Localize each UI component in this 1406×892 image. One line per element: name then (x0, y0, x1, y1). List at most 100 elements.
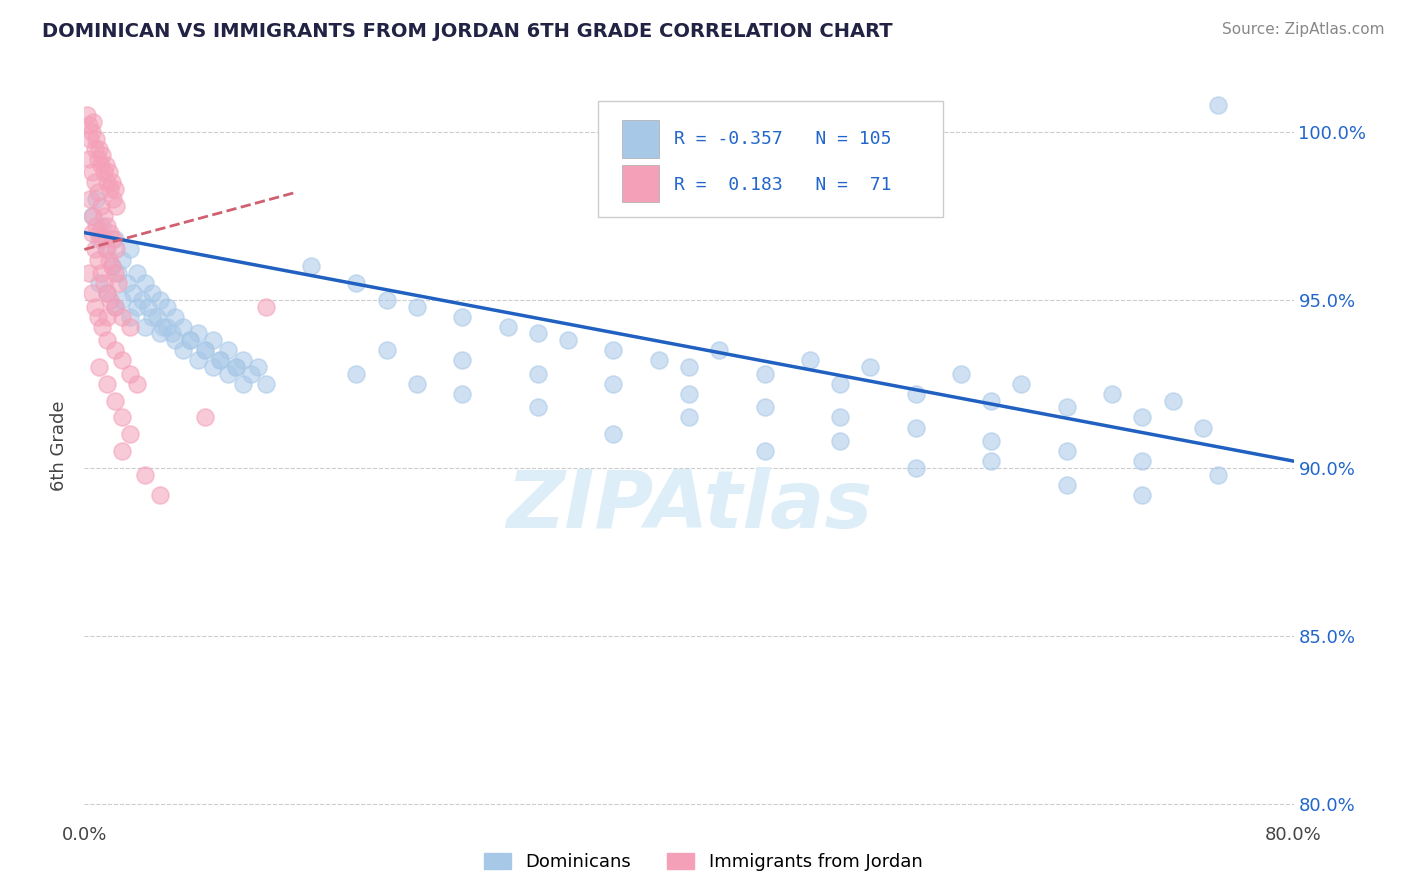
Y-axis label: 6th Grade: 6th Grade (51, 401, 69, 491)
Point (496, 319, 519, 334)
Point (89, 232, 111, 246)
Point (1161, 393, 1184, 408)
Point (141, 286, 163, 301)
Point (950, 367, 973, 381)
Point (93, 165, 115, 179)
Point (107, 276, 129, 290)
Point (136, 300, 159, 314)
Point (152, 319, 174, 334)
Point (98, 293, 121, 307)
Point (93, 276, 115, 290)
Point (980, 434, 1002, 448)
Point (84, 175, 107, 189)
Point (299, 259, 322, 273)
Point (904, 387, 927, 401)
Point (1056, 444, 1078, 458)
Point (90, 158, 112, 172)
Point (96, 333, 118, 347)
Point (101, 232, 124, 246)
Point (134, 467, 156, 482)
Point (79, 131, 101, 145)
Point (89, 359, 111, 374)
Point (90, 199, 112, 213)
Point (91, 232, 114, 246)
Point (131, 293, 153, 307)
Point (201, 333, 224, 347)
Point (375, 293, 398, 307)
Point (104, 300, 127, 314)
Point (149, 326, 172, 341)
Point (799, 353, 821, 368)
Point (1101, 387, 1123, 401)
Point (94, 158, 117, 172)
Point (165, 310, 187, 324)
Point (90, 266, 112, 280)
Point (217, 367, 239, 381)
Point (111, 293, 134, 307)
Legend: Dominicans, Immigrants from Jordan: Dominicans, Immigrants from Jordan (477, 846, 929, 879)
Point (105, 199, 128, 213)
Point (1056, 477, 1078, 491)
Point (527, 401, 550, 415)
Point (194, 343, 217, 358)
Point (118, 243, 141, 257)
Point (91, 319, 114, 334)
Point (107, 266, 129, 280)
Point (98, 182, 121, 196)
Point (97, 165, 120, 179)
Point (127, 300, 149, 314)
Point (93, 209, 115, 223)
Point (134, 319, 156, 334)
Point (1206, 98, 1229, 112)
Point (77, 152, 100, 166)
Point (709, 343, 731, 358)
Point (141, 310, 163, 324)
Point (451, 310, 474, 324)
Point (1132, 488, 1154, 502)
Point (87, 186, 110, 200)
Point (96, 286, 118, 301)
Point (904, 460, 927, 475)
Point (134, 276, 156, 290)
Point (754, 401, 776, 415)
Point (557, 333, 579, 347)
Point (89, 142, 111, 156)
Point (97, 252, 120, 267)
Point (1056, 401, 1078, 415)
Point (111, 444, 134, 458)
Point (346, 276, 368, 290)
Point (105, 243, 128, 257)
Point (830, 410, 852, 425)
Point (111, 310, 134, 324)
Point (84, 243, 107, 257)
Point (754, 367, 776, 381)
Point (104, 393, 127, 408)
Point (84, 142, 107, 156)
Point (149, 293, 172, 307)
Point (830, 434, 852, 448)
Point (527, 367, 550, 381)
Point (111, 410, 134, 425)
Point (602, 376, 624, 391)
Point (160, 326, 183, 341)
Point (217, 343, 239, 358)
Bar (623, 165, 659, 202)
Point (149, 488, 172, 502)
Point (96, 286, 118, 301)
Point (830, 376, 852, 391)
Point (980, 454, 1002, 468)
Point (94, 243, 117, 257)
Text: R = -0.357   N = 105: R = -0.357 N = 105 (675, 130, 891, 148)
Point (179, 333, 201, 347)
Point (89, 226, 111, 240)
Point (82, 209, 104, 223)
Point (98, 226, 121, 240)
Point (104, 266, 127, 280)
Point (1132, 454, 1154, 468)
Point (121, 286, 143, 301)
Point (406, 300, 429, 314)
Point (115, 276, 138, 290)
Point (239, 367, 262, 381)
Point (101, 192, 124, 206)
Point (678, 410, 700, 425)
